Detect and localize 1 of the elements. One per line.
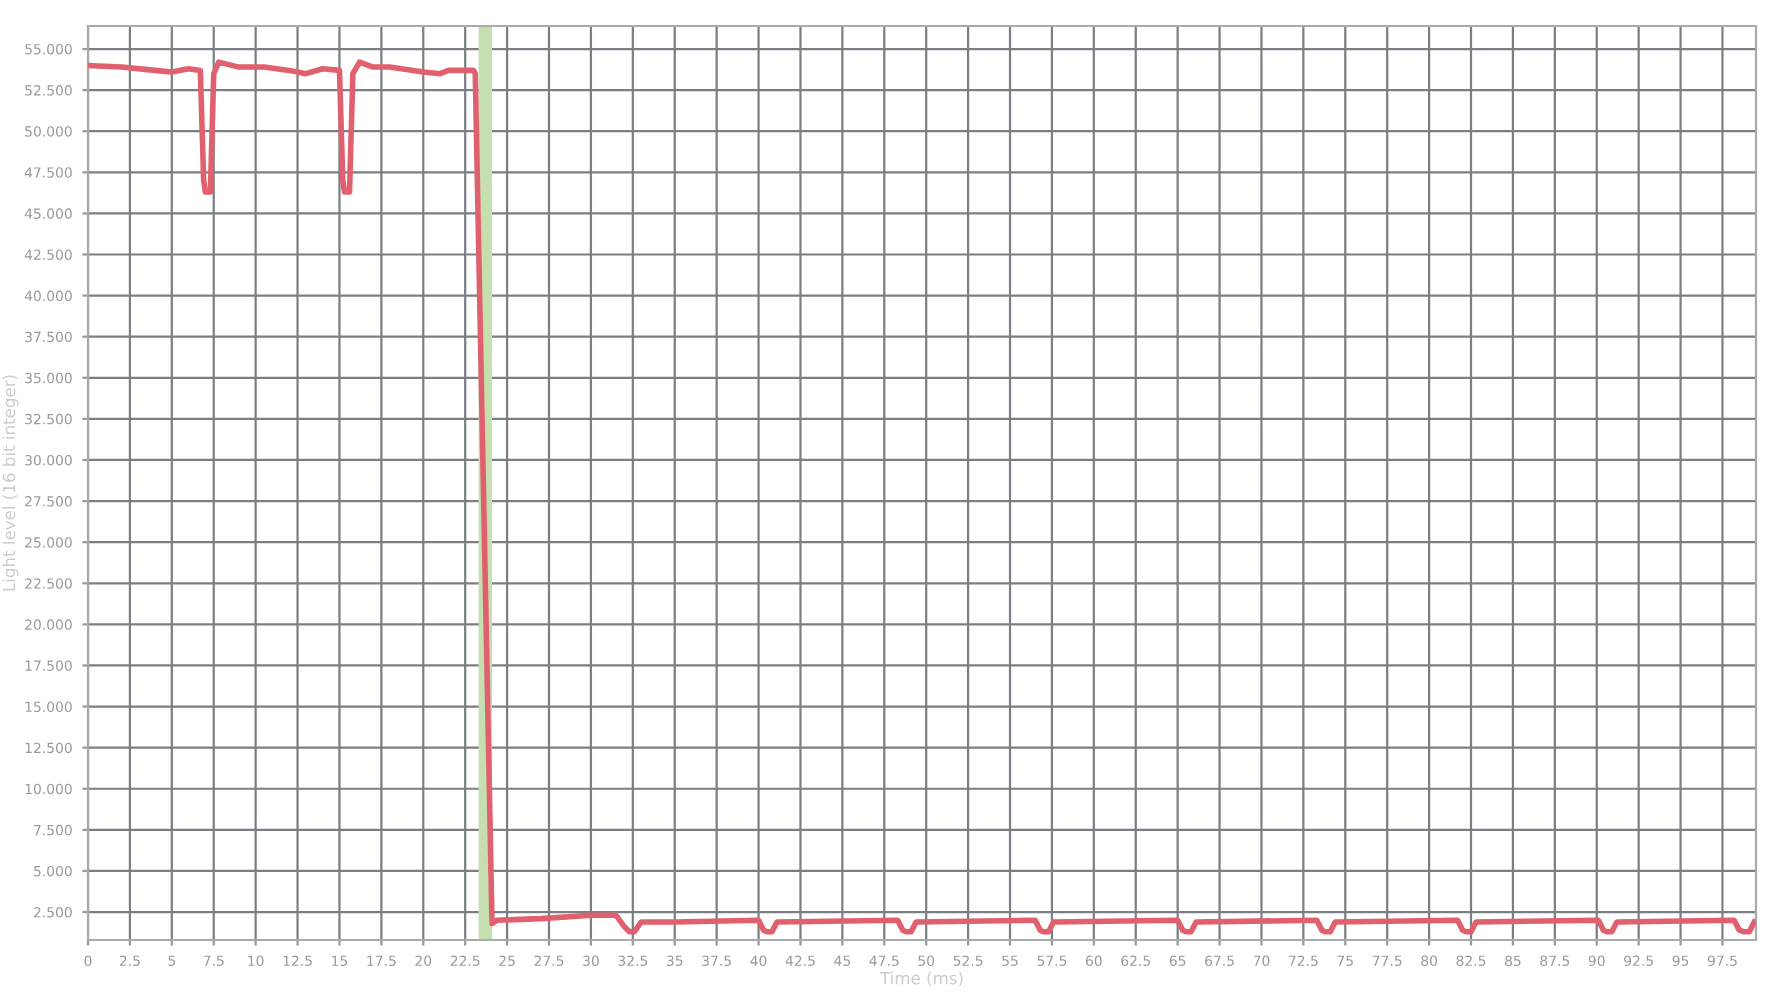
line-series	[88, 59, 1756, 935]
